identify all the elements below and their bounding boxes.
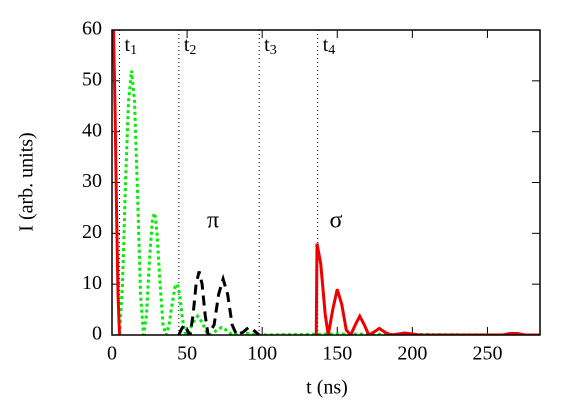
annotation: π (207, 208, 219, 234)
marker-label-sub: 3 (270, 43, 277, 58)
marker-label-text: t (184, 34, 190, 56)
plot-frame (111, 29, 541, 336)
series-line (118, 70, 540, 335)
marker-label-text: t (323, 34, 329, 56)
marker-label: t4 (323, 34, 336, 59)
y-tick-label: 20 (82, 221, 102, 243)
y-tick-label: 0 (92, 323, 102, 345)
y-axis-label: I (arb. units) (16, 132, 38, 231)
marker-label: t2 (184, 34, 197, 59)
x-tick-label: 0 (107, 343, 117, 365)
marker-label-text: t (264, 34, 270, 56)
series-line (112, 30, 540, 335)
y-tick-label: 60 (82, 18, 102, 40)
series-line (177, 271, 261, 335)
y-tick-label: 10 (82, 272, 102, 294)
x-tick-label: 50 (177, 343, 197, 365)
y-tick-label: 30 (82, 170, 102, 192)
marker-label-sub: 4 (328, 43, 335, 58)
marker-label-text: t (125, 34, 131, 56)
marker-label-sub: 1 (130, 43, 137, 58)
y-tick-label: 40 (82, 119, 102, 141)
annotation: σ (330, 208, 343, 234)
x-tick-label: 150 (322, 343, 352, 365)
x-tick-label: 100 (247, 343, 277, 365)
y-tick-label: 50 (82, 68, 102, 90)
x-axis-label: t (ns) (306, 377, 348, 399)
x-tick-label: 200 (397, 343, 427, 365)
marker-label: t3 (264, 34, 277, 59)
x-tick-label: 250 (472, 343, 502, 365)
marker-label-sub: 2 (189, 43, 196, 58)
marker-label: t1 (125, 34, 138, 59)
